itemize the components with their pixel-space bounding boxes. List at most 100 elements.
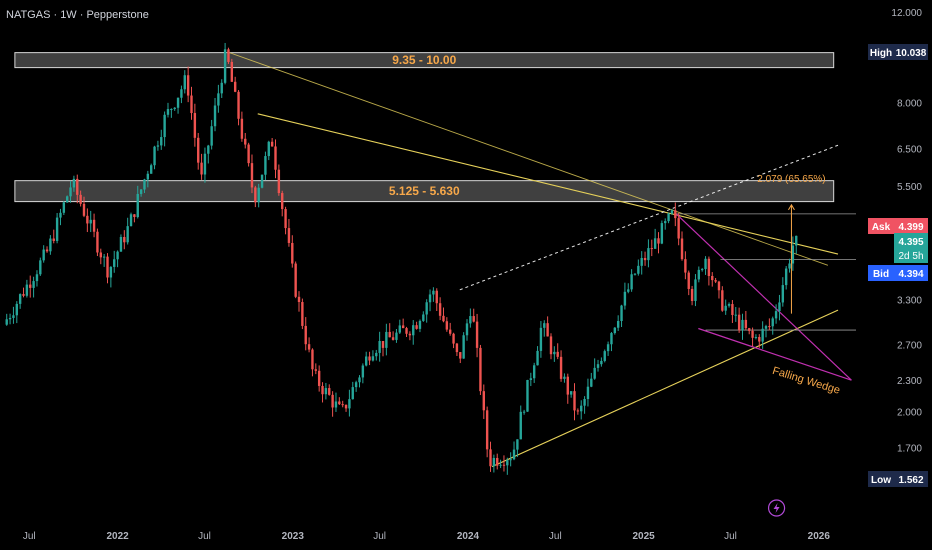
candle-body xyxy=(623,291,627,306)
candle-body xyxy=(294,263,297,297)
y-tick-label: 2.300 xyxy=(897,376,922,387)
candle-body xyxy=(519,411,522,440)
candle-body xyxy=(49,238,52,252)
trendline-wedge-bottom xyxy=(698,327,852,381)
candle-body xyxy=(398,325,402,333)
candle-body xyxy=(385,331,388,348)
y-tick-label: 3.300 xyxy=(897,296,922,307)
candle-body xyxy=(455,343,459,353)
low-badge-label: Low xyxy=(871,475,891,486)
candle-body xyxy=(741,319,744,331)
candle-body xyxy=(52,238,55,241)
pattern-label: Falling Wedge xyxy=(771,365,842,397)
candle-body xyxy=(415,325,418,329)
candle-body xyxy=(281,193,284,210)
zone-box xyxy=(14,52,835,69)
candle-body xyxy=(237,91,240,119)
candle-body xyxy=(536,350,539,366)
high-badge-value: 10.038 xyxy=(896,48,927,59)
x-tick-label: 2024 xyxy=(457,531,480,542)
y-tick-label: 2.700 xyxy=(897,340,922,351)
candle-body xyxy=(566,376,569,395)
candle-body xyxy=(603,351,606,361)
candle-body xyxy=(610,333,613,345)
candle-body xyxy=(210,126,213,146)
bid-badge-value: 4.394 xyxy=(898,269,923,280)
trendline-dashed-projection xyxy=(459,144,839,291)
candle-body xyxy=(711,276,714,281)
candle-body xyxy=(365,356,368,366)
candle-body xyxy=(270,141,274,147)
candle-body xyxy=(291,242,294,264)
candle-body xyxy=(317,370,321,386)
trendline-wedge-top xyxy=(675,213,852,381)
low-badge-value-bg xyxy=(894,471,928,487)
candle-body xyxy=(761,328,764,342)
candle-body xyxy=(247,144,250,164)
candle-body xyxy=(475,321,479,348)
candle-body xyxy=(213,105,217,127)
candle-body xyxy=(778,302,781,312)
candle-body xyxy=(388,331,391,338)
candle-body xyxy=(653,238,657,249)
candle-body xyxy=(640,257,643,266)
candle-body xyxy=(72,178,76,188)
candle-body xyxy=(418,320,422,329)
candle-body xyxy=(139,189,143,194)
low-badge-value: 1.562 xyxy=(898,475,923,486)
candle-body xyxy=(590,378,593,387)
candle-body xyxy=(143,179,146,190)
candle-body xyxy=(459,352,462,359)
candle-body xyxy=(502,464,506,466)
zone-box xyxy=(14,180,835,203)
candle-body xyxy=(529,378,533,380)
candle-body xyxy=(358,377,361,383)
candle-body xyxy=(754,337,758,339)
candle-body xyxy=(593,367,596,379)
candle-body xyxy=(583,399,586,406)
candle-body xyxy=(492,457,496,467)
candle-body xyxy=(553,351,556,355)
candle-body xyxy=(580,405,583,412)
candle-body xyxy=(405,328,408,334)
candle-body xyxy=(438,303,442,316)
candle-body xyxy=(674,210,677,219)
candle-body xyxy=(469,316,472,324)
candle-body xyxy=(160,137,163,146)
candle-body xyxy=(180,89,183,98)
candle-body xyxy=(485,410,489,450)
candle-body xyxy=(328,388,331,395)
candle-body xyxy=(408,333,412,336)
candle-body xyxy=(616,320,620,328)
candle-body xyxy=(543,323,546,328)
candle-body xyxy=(250,163,254,188)
trendline-support xyxy=(491,309,839,468)
candle-body xyxy=(76,178,79,195)
candle-body xyxy=(338,401,341,405)
candle-body xyxy=(203,153,207,175)
candle-body xyxy=(12,315,15,318)
candle-body xyxy=(324,388,328,395)
last-badge-value: 4.395 xyxy=(898,237,923,248)
candle-body xyxy=(704,258,707,270)
candle-body xyxy=(149,165,153,174)
measure-label: 2.079 (65.65%) xyxy=(757,174,825,185)
candle-body xyxy=(526,379,529,412)
candle-body xyxy=(445,321,449,330)
candle-body xyxy=(331,394,334,408)
candle-body xyxy=(183,75,186,90)
candle-body xyxy=(680,238,684,260)
candle-body xyxy=(89,219,92,224)
candle-body xyxy=(254,187,257,203)
candle-body xyxy=(223,49,227,83)
candle-body xyxy=(764,326,768,329)
low-badge: Low 1.562 xyxy=(868,471,928,487)
candle-body xyxy=(334,401,338,408)
candle-body xyxy=(304,325,307,345)
candle-body xyxy=(670,210,674,214)
candle-body xyxy=(647,248,650,261)
trendline-lower-resistance xyxy=(257,113,839,255)
candle-body xyxy=(257,187,260,203)
candle-body xyxy=(559,356,563,379)
